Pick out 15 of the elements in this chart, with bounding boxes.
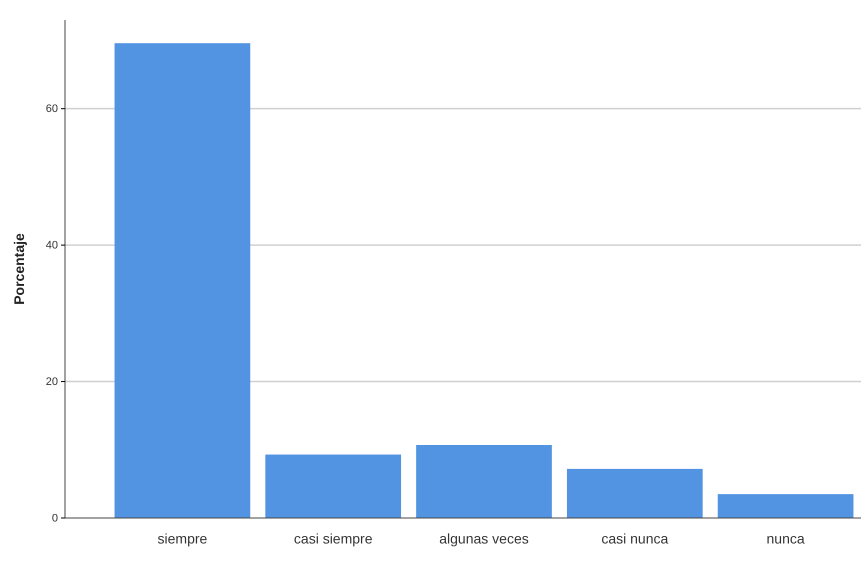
bar [718,494,854,518]
y-axis-title: Porcentaje [11,232,27,305]
y-tick-label: 0 [52,512,58,525]
x-tick-label: siempre [158,530,208,546]
x-tick-label: algunas veces [439,530,529,546]
bar [416,445,552,518]
x-tick-label: casi nunca [601,530,668,546]
bar [566,468,703,518]
x-tick-label: nunca [766,530,805,546]
bar [114,43,250,518]
y-tick-label: 20 [46,376,58,388]
bar [265,454,402,518]
y-tick-label: 60 [46,103,58,116]
x-tick-label: casi siempre [294,530,373,546]
y-tick-label: 40 [46,240,58,252]
